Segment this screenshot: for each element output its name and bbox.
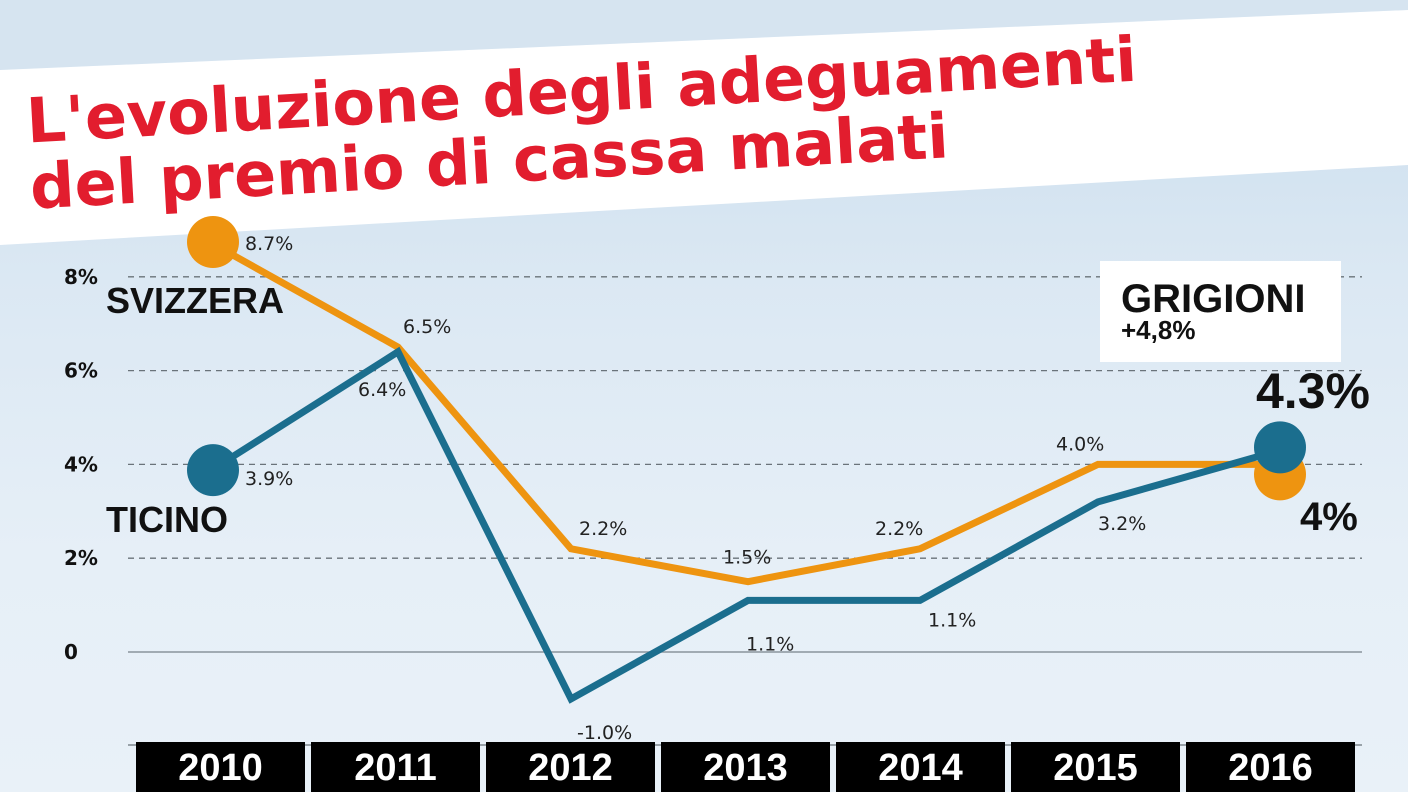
- year-bar: [836, 742, 1005, 792]
- data-label-svizzera: 1.5%: [723, 547, 771, 569]
- series-lines: [187, 215, 1306, 704]
- x-tick-label: 2015: [1053, 747, 1138, 789]
- grigioni-value: +4,8%: [1121, 315, 1195, 345]
- y-tick-label: 8%: [64, 265, 98, 289]
- data-label-ticino: 1.1%: [928, 609, 976, 631]
- data-label-svizzera: 6.5%: [403, 316, 451, 338]
- top-band: [0, 0, 1408, 70]
- grigioni-box: [1100, 261, 1341, 362]
- y-tick-label: 6%: [64, 359, 98, 383]
- x-tick-label: 2012: [528, 747, 613, 789]
- title-banner: [0, 10, 1408, 245]
- data-label-ticino: 3.9%: [245, 468, 293, 490]
- year-bar: [486, 742, 655, 792]
- x-tick-label: 2014: [878, 747, 963, 789]
- data-label-svizzera: 2.2%: [579, 518, 627, 540]
- data-label-ticino: 1.1%: [746, 633, 794, 655]
- series-line-svizzera: [211, 240, 1280, 586]
- data-label-svizzera: 2.2%: [875, 518, 923, 540]
- series-name-ticino: TICINO: [106, 499, 228, 540]
- marker-ticino-start: [187, 444, 239, 497]
- marker-svizzera-start: [187, 215, 239, 268]
- data-label-svizzera: 8.7%: [245, 233, 293, 255]
- data-label-ticino: 3.2%: [1098, 513, 1146, 535]
- x-tick-label: 2010: [178, 747, 263, 789]
- series-name-svizzera: SVIZZERA: [106, 280, 284, 321]
- year-bar: [1011, 742, 1180, 792]
- y-tick-label: 0: [64, 640, 78, 664]
- x-tick-label: 2011: [354, 747, 436, 789]
- grigioni-name: GRIGIONI: [1121, 277, 1305, 321]
- x-tick-label: 2016: [1228, 747, 1313, 789]
- year-bar: [136, 742, 305, 792]
- data-label-ticino: 6.4%: [358, 379, 406, 401]
- y-axis-ticks: 8% 6% 4% 2% 0: [64, 265, 98, 664]
- x-tick-label: 2013: [703, 747, 788, 789]
- marker-ticino-end: [1254, 421, 1306, 474]
- data-label-ticino: -1.0%: [577, 722, 632, 744]
- y-tick-label: 4%: [64, 452, 98, 476]
- final-label-svizzera: 4%: [1300, 495, 1358, 539]
- y-tick-label: 2%: [64, 546, 98, 570]
- year-bar: [1186, 742, 1355, 792]
- final-label-ticino: 4.3%: [1256, 363, 1370, 419]
- x-axis-years: 2010 2011 2012 2013 2014 2015 2016: [136, 742, 1355, 792]
- data-label-svizzera: 4.0%: [1056, 433, 1104, 455]
- year-bar: [661, 742, 830, 792]
- series-line-ticino: [211, 346, 1281, 704]
- year-bar: [311, 742, 480, 792]
- data-labels: 8.7% 6.5% 2.2% 1.5% 2.2% 4.0% 3.9% 6.4% -1.0% 1.1…: [245, 233, 1146, 744]
